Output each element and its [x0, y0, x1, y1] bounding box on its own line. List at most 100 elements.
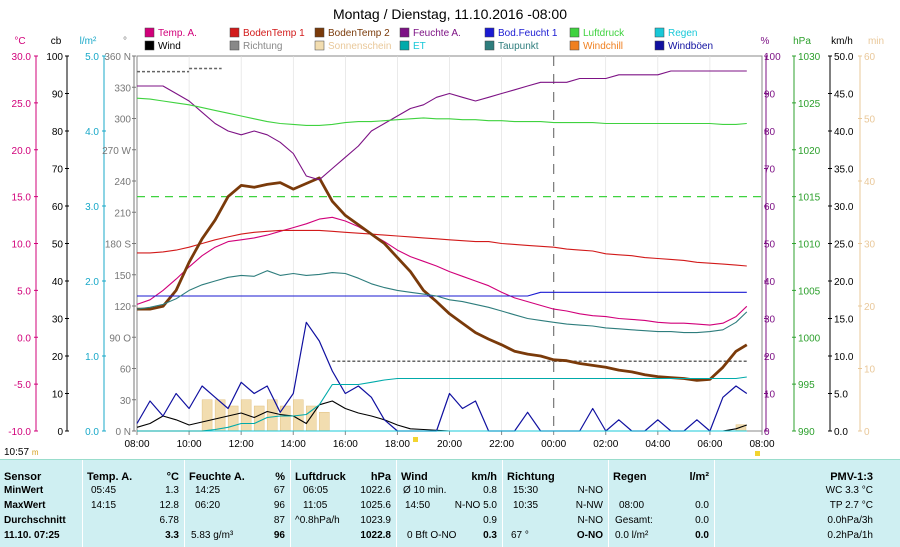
axis-kmh-label: 40.0: [834, 127, 854, 138]
pmv-trend-3h: 0.0hPa/3h: [827, 515, 873, 526]
axis-hum-label: 20: [764, 352, 776, 363]
dir-min-time: 15:30: [513, 485, 539, 496]
legend-label: Luftdruck: [583, 28, 625, 39]
x-tick-label: 10:00: [177, 439, 202, 450]
wind-now-value: 0.3: [483, 530, 497, 541]
rain-min-value: 0.0: [695, 500, 709, 511]
col-wind: Wind km/h Ø 10 min. 0.8 14:50 N-NO 5.0 0.9 …: [396, 460, 501, 547]
axis-dir-label: 180 S: [105, 240, 131, 251]
dir-max-value: N-NW: [575, 500, 603, 511]
dir-now-value: O-NO: [576, 530, 603, 541]
x-tick-label: 06:00: [697, 439, 722, 450]
sunshine-bar: [201, 399, 213, 432]
axis-kmh-label: 35.0: [834, 165, 854, 176]
press-min-time: 06:05: [303, 485, 329, 496]
axis-dir-label: 270 W: [102, 146, 131, 157]
axis-cb-label: 40: [52, 277, 64, 288]
axis-temp-label: 0.0: [17, 333, 31, 344]
stat-header-temp: Temp. A.: [87, 471, 133, 483]
legend-label: Wind: [158, 41, 181, 52]
legend-label: Taupunkt: [498, 41, 539, 52]
temp-now-value: 3.3: [165, 530, 179, 541]
axis-min-label: 0: [864, 427, 870, 438]
stat-label-now: 11.10. 07:25: [4, 530, 60, 541]
hum-max-value: 96: [273, 500, 285, 511]
col-dir: Richtung 15:30 N-NO 10:35 N-NW N-NO 67 ° O-…: [502, 460, 607, 547]
stat-unit-rain: l/m²: [689, 471, 709, 483]
legend-label: Regen: [668, 28, 697, 39]
axis-unit-press: hPa: [793, 36, 811, 47]
series-windb-en: [136, 321, 748, 432]
axis-hum-label: 10: [764, 390, 776, 401]
axis-hum-label: 90: [764, 90, 776, 101]
legend-label: Feuchte A.: [413, 28, 461, 39]
axis-press-label: 1030: [798, 52, 821, 63]
stat-unit-hum: %: [275, 471, 285, 483]
wind-min-value: 0.8: [483, 485, 497, 496]
axis-rain-label: 4.0: [85, 127, 99, 138]
dir-max-time: 10:35: [513, 500, 539, 511]
chart-title: Montag / Dienstag, 11.10.2016 -08:00: [333, 6, 567, 22]
axis-kmh-label: 0.0: [834, 427, 848, 438]
stats-panel: Sensor MinWert MaxWert Durchschnitt 11.1…: [0, 459, 900, 547]
legend-swatch: [484, 27, 495, 38]
rain-min-time: 08:00: [619, 500, 645, 511]
axis-unit-kmh: km/h: [831, 36, 853, 47]
axis-temp-label: 30.0: [12, 52, 32, 63]
wind-bft: 0 Bft O-NO: [407, 530, 457, 541]
axis-dir-label: 90 O: [109, 333, 131, 344]
axis-temp-label: -10.0: [8, 427, 31, 438]
sunshine-bar: [319, 412, 330, 432]
axis-dir-label: 330: [114, 83, 131, 94]
axis-press-label: 990: [798, 427, 815, 438]
axis-dir-label: 300: [114, 115, 131, 126]
wind-avg-value: 0.9: [483, 515, 497, 526]
rain-total-value: 0.0: [695, 515, 709, 526]
legend-label: BodenTemp 1: [243, 28, 305, 39]
legend-label: Sonnenschein: [328, 41, 391, 52]
axis-cb-label: 80: [52, 127, 64, 138]
stat-header-dir: Richtung: [507, 471, 555, 483]
axis-cb-label: 30: [52, 315, 64, 326]
legend-swatch: [654, 40, 665, 51]
x-tick-label: 04:00: [645, 439, 670, 450]
axis-kmh-label: 15.0: [834, 315, 854, 326]
sunshine-bar: [253, 405, 265, 432]
temp-max-value: 12.8: [159, 500, 179, 511]
axis-unit-temp: °C: [14, 36, 25, 47]
axis-min-label: 40: [864, 177, 876, 188]
clock-time: 10:57: [4, 447, 30, 458]
x-tick-label: 18:00: [385, 439, 410, 450]
weather-chart: Montag / Dienstag, 11.10.2016 -08:00 Tem…: [8, 6, 884, 456]
axis-cb-label: 20: [52, 352, 64, 363]
x-tick-label: 02:00: [593, 439, 618, 450]
axis-kmh-label: 30.0: [834, 202, 854, 213]
current-time: 10:57 m: [4, 447, 38, 458]
series-temp-a-: [136, 216, 748, 326]
legend-swatch: [144, 40, 155, 51]
stat-header-pmv: PMV-1:3: [830, 471, 873, 483]
legend-swatch: [569, 40, 580, 51]
hum-min-value: 67: [273, 485, 285, 496]
axis-press-label: 1015: [798, 193, 821, 204]
axis-min-label: 30: [864, 240, 876, 251]
axis-hum-label: 40: [764, 277, 776, 288]
axis-dir-label: 30: [120, 396, 132, 407]
legend-label: Windböen: [668, 41, 713, 52]
pmv-trend-1h: 0.2hPa/1h: [827, 530, 873, 541]
clock-unit: m: [31, 448, 39, 457]
axis-cb-label: 0: [57, 427, 63, 438]
temp-avg-value: 6.78: [159, 515, 179, 526]
axis-cb-label: 90: [52, 90, 64, 101]
axis-kmh-label: 25.0: [834, 240, 854, 251]
col-temp: Temp. A. °C 05:45 1.3 14:15 12.8 6.78 3.3: [82, 460, 183, 547]
sunset-marker: [413, 437, 418, 442]
pmv-windchill: WC 3.3 °C: [825, 485, 873, 496]
axis-kmh-label: 45.0: [834, 90, 854, 101]
wind-avg-label: Ø 10 min.: [403, 485, 447, 496]
press-max-time: 11:05: [303, 500, 328, 511]
stat-header-wind: Wind: [401, 471, 428, 483]
axis-temp-label: 5.0: [17, 286, 31, 297]
legend-swatch: [654, 27, 665, 38]
axis-unit-min: min: [868, 36, 884, 47]
